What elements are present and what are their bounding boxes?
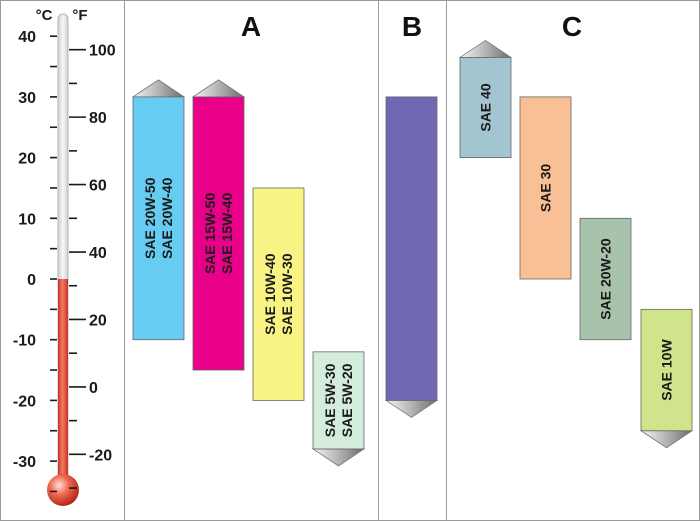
celsius-label: 0 — [27, 272, 36, 289]
oil-range-c: SAE 20W-20 — [579, 217, 632, 341]
column-title-c: C — [562, 11, 582, 42]
range-bar — [640, 308, 693, 432]
oil-grade-line: SAE 10W-30 — [279, 253, 295, 335]
celsius-label: -10 — [13, 333, 36, 350]
oil-grade-line: SAE 40 — [478, 83, 494, 131]
oil-range-a: SAE 10W-40SAE 10W-30 — [252, 187, 305, 401]
fahrenheit-label: 100 — [89, 43, 116, 60]
oil-grade-label: SAE 15W-50SAE 15W-40 — [202, 193, 235, 275]
oil-grade-label: SAE 20W-20 — [598, 238, 614, 320]
fahrenheit-label: -20 — [89, 447, 112, 464]
oil-range-a: SAE 5W-30SAE 5W-20 — [311, 351, 366, 467]
oil-grade-line: SAE 10W — [659, 339, 675, 401]
oil-grade-line: SAE 30 — [538, 164, 554, 212]
oil-range-a: SAE 20W-50SAE 20W-40 — [131, 79, 186, 341]
fahrenheit-label: 40 — [89, 245, 107, 262]
oil-grade-line: SAE 20W-40 — [159, 177, 175, 259]
fahrenheit-label: 60 — [89, 178, 107, 195]
column-title-a: A — [241, 11, 261, 42]
oil-grade-label: SAE 10W — [659, 339, 675, 401]
fahrenheit-unit: °F — [72, 7, 87, 24]
celsius-label: 10 — [18, 211, 36, 228]
celsius-label: -20 — [13, 393, 36, 410]
oil-range-a: SAE 15W-50SAE 15W-40 — [191, 79, 246, 371]
fahrenheit-label: 0 — [89, 380, 98, 397]
oil-grade-label: SAE 40 — [478, 83, 494, 131]
oil-grade-line: SAE 5W-30 — [322, 363, 338, 437]
oil-grade-line: SAE 20W-20 — [598, 238, 614, 320]
range-bar — [385, 96, 438, 401]
thermometer-mercury — [58, 279, 68, 490]
oil-grade-label: SAE 10W-40SAE 10W-30 — [262, 253, 295, 335]
celsius-label: 40 — [18, 29, 36, 46]
fahrenheit-label: 20 — [89, 312, 107, 329]
range-bar — [459, 57, 512, 158]
range-bar — [312, 351, 365, 450]
thermometer-bulb — [47, 474, 79, 506]
range-bar — [192, 96, 245, 371]
range-bar — [132, 96, 185, 341]
oil-grade-label: SAE 5W-30SAE 5W-20 — [322, 363, 355, 437]
fahrenheit-scale: 100 80 60 40 20 0 -20 — [69, 43, 116, 489]
celsius-label: 30 — [18, 90, 36, 107]
oil-range-c: SAE 10W — [639, 308, 694, 449]
celsius-unit: °C — [36, 7, 53, 24]
oil-range-b — [384, 96, 439, 418]
oil-range-bars: SAE 20W-50SAE 20W-40 SAE 15W-50SAE 15W-40… — [131, 39, 694, 467]
oil-grade-line: SAE 20W-50 — [142, 177, 158, 259]
oil-grade-label: SAE 30 — [538, 164, 554, 212]
oil-grade-line: SAE 15W-40 — [219, 193, 235, 275]
oil-grade-line: SAE 15W-50 — [202, 193, 218, 275]
range-bar — [519, 96, 572, 280]
column-title-b: B — [402, 11, 422, 42]
fahrenheit-label: 80 — [89, 110, 107, 127]
range-bar — [252, 187, 305, 401]
oil-grade-label: SAE 20W-50SAE 20W-40 — [142, 177, 175, 259]
oil-grade-line: SAE 5W-20 — [339, 363, 355, 437]
celsius-label: -30 — [13, 454, 36, 471]
celsius-label: 20 — [18, 151, 36, 168]
oil-range-c: SAE 30 — [519, 96, 572, 280]
oil-grade-line: SAE 10W-40 — [262, 253, 278, 335]
celsius-scale: 40 30 20 10 0 -10 -20 -30 — [13, 29, 57, 493]
oil-range-c: SAE 40 — [458, 39, 513, 158]
range-bar — [579, 217, 632, 341]
